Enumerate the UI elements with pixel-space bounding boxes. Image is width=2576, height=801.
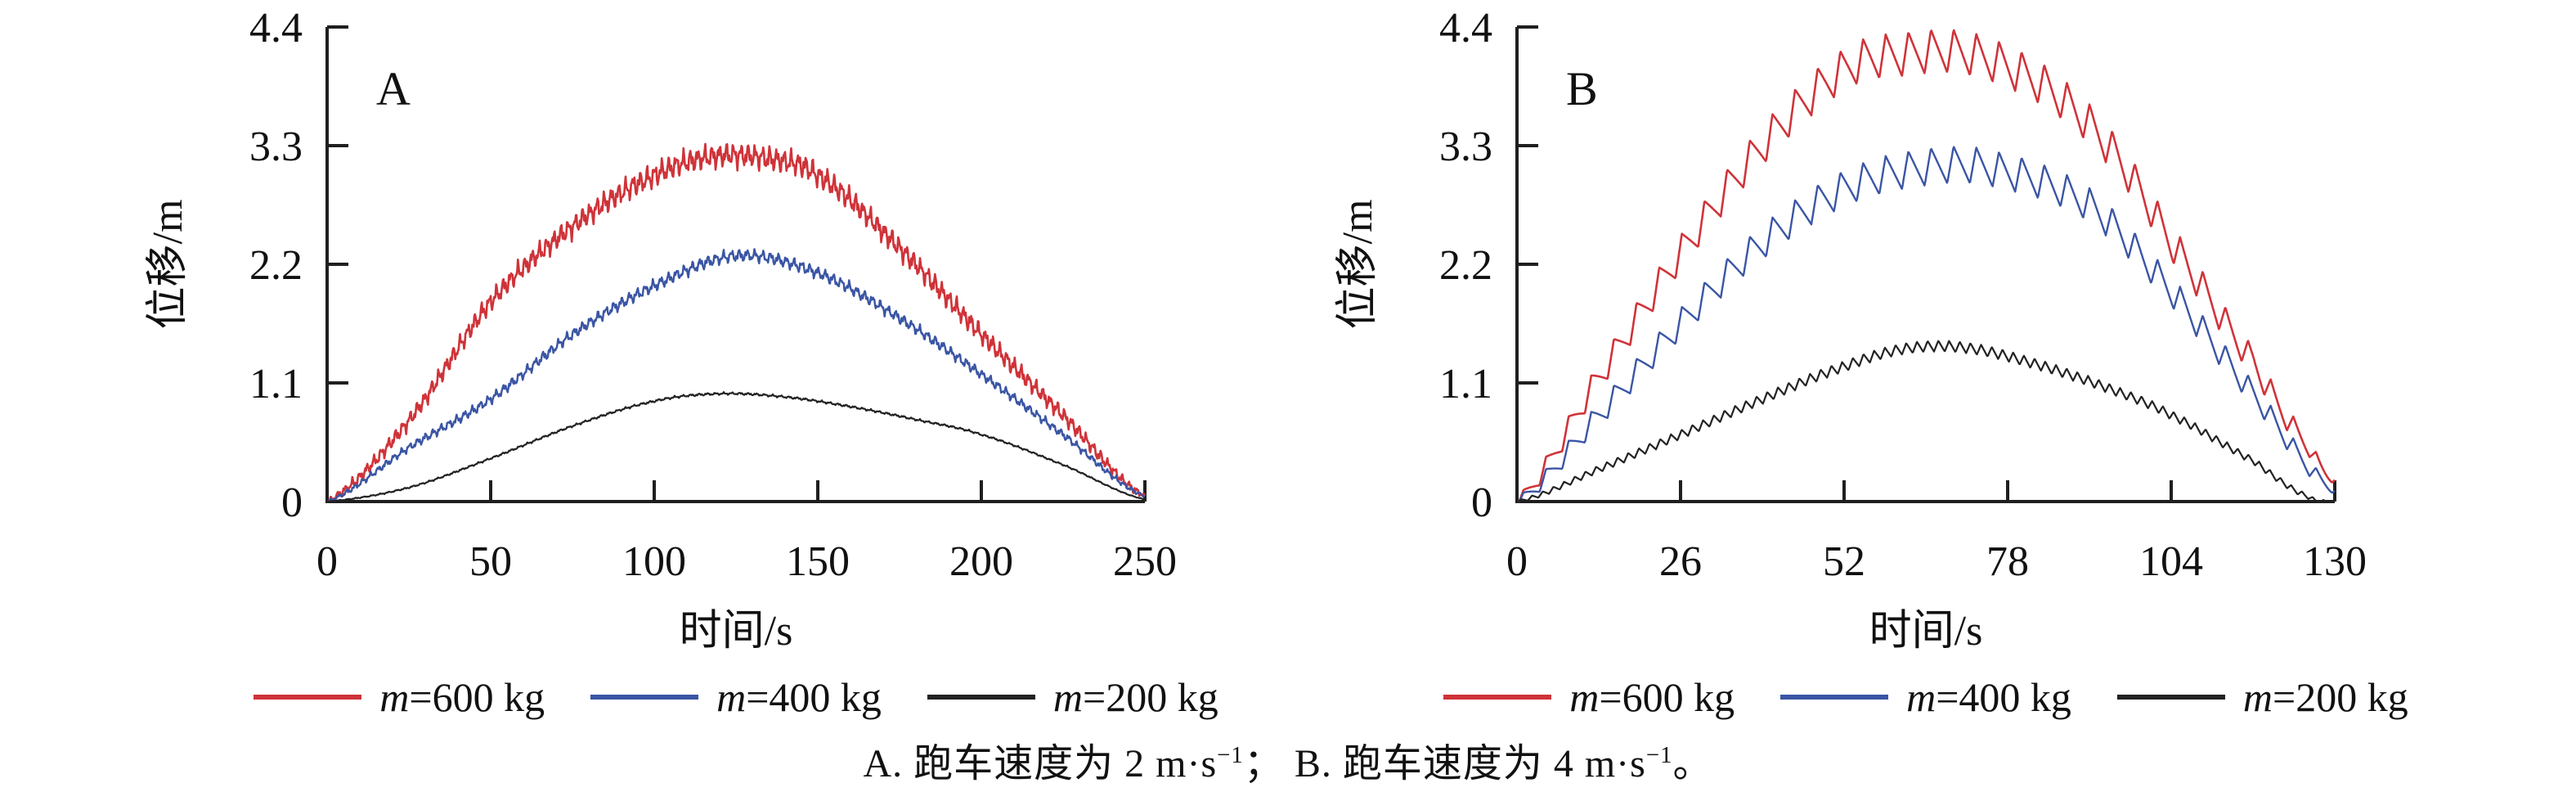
x-tick-label: 100 xyxy=(622,538,686,585)
legend-item-m400: m=400 kg xyxy=(1780,673,2071,721)
axis-lines xyxy=(1515,27,2335,503)
x-tick-label: 50 xyxy=(469,538,512,585)
legend-label: m=400 kg xyxy=(716,674,882,720)
panel-label: B xyxy=(1566,62,1598,115)
chart-svg-A: 0 1.1 2.2 3.3 4.4 0 50 100 150 200 250 时间/s 位移/m A xyxy=(145,5,1177,655)
y-tick-label: 1.1 xyxy=(249,361,303,407)
legend-item-m600: m=600 kg xyxy=(1443,673,1735,721)
x-tick-label: 250 xyxy=(1113,538,1177,585)
legend-line-black xyxy=(2116,695,2225,700)
x-axis-title: 时间/s xyxy=(1869,608,1983,655)
x-tick-label: 52 xyxy=(1823,538,1865,585)
series-curve-1 xyxy=(1516,146,2336,503)
chart-svg-B: 0 1.1 2.2 3.3 4.4 0 26 52 78 104 130 时间/s 位移/m B xyxy=(1335,5,2367,655)
legend-line-black xyxy=(927,695,1035,700)
legend-line-blue xyxy=(590,695,699,700)
x-tick-label: 26 xyxy=(1659,538,1702,585)
y-tick-label: 1.1 xyxy=(1439,361,1492,407)
legend-line-blue xyxy=(1780,695,1889,700)
y-axis-title: 位移/m xyxy=(145,200,191,330)
y-tick-label: 2.2 xyxy=(1439,242,1492,289)
series-curve-1 xyxy=(326,248,1146,503)
legend-label: m=200 kg xyxy=(1052,674,1218,720)
legend-chart-b: m=600 kg m=400 kg m=200 kg xyxy=(1313,671,2539,723)
chart-panel-a: 0 1.1 2.2 3.3 4.4 0 50 100 150 200 250 时间/s 位移/m A xyxy=(0,0,1288,663)
legend-label: m=400 kg xyxy=(1906,674,2071,720)
x-tick-label: 104 xyxy=(2139,538,2203,585)
y-tick-label: 3.3 xyxy=(1439,124,1492,170)
x-tick-label: 130 xyxy=(2303,538,2367,585)
y-tick-label: 0 xyxy=(1471,479,1492,526)
chart-panel-b: 0 1.1 2.2 3.3 4.4 0 26 52 78 104 130 时间/s 位移/m B xyxy=(1288,0,2576,663)
y-tick-label: 4.4 xyxy=(249,5,303,52)
legend-label: m=600 kg xyxy=(379,674,545,720)
axis-lines xyxy=(325,27,1145,503)
x-tick-label: 0 xyxy=(1506,538,1528,585)
legend-chart-a: m=600 kg m=400 kg m=200 kg xyxy=(123,671,1349,723)
series-curve-0 xyxy=(1516,29,2336,503)
legend-item-m600: m=600 kg xyxy=(254,673,545,721)
x-tick-label: 78 xyxy=(1986,538,2029,585)
y-tick-label: 0 xyxy=(281,479,303,526)
y-axis-title: 位移/m xyxy=(1335,200,1381,330)
legend-item-m400: m=400 kg xyxy=(590,673,882,721)
legend-line-red xyxy=(1443,695,1552,700)
legend-label: m=200 kg xyxy=(2242,674,2408,720)
series-curve-2 xyxy=(1516,340,2336,503)
series-curve-2 xyxy=(326,391,1146,503)
legend-line-red xyxy=(254,695,362,700)
y-tick-label: 2.2 xyxy=(249,242,303,289)
legend-item-m200: m=200 kg xyxy=(927,673,1218,721)
figure-caption: A. 跑车速度为 2 m·s−1； B. 跑车速度为 4 m·s−1。 xyxy=(863,742,1713,785)
panel-label: A xyxy=(376,62,411,115)
series-curve-0 xyxy=(326,142,1147,503)
legend-label: m=600 kg xyxy=(1569,674,1735,720)
legend-item-m200: m=200 kg xyxy=(2116,673,2408,721)
x-tick-label: 0 xyxy=(316,538,338,585)
x-tick-label: 150 xyxy=(786,538,850,585)
x-axis-title: 时间/s xyxy=(680,608,793,655)
y-tick-label: 4.4 xyxy=(1439,5,1492,52)
x-tick-label: 200 xyxy=(949,538,1013,585)
y-tick-label: 3.3 xyxy=(249,124,303,170)
